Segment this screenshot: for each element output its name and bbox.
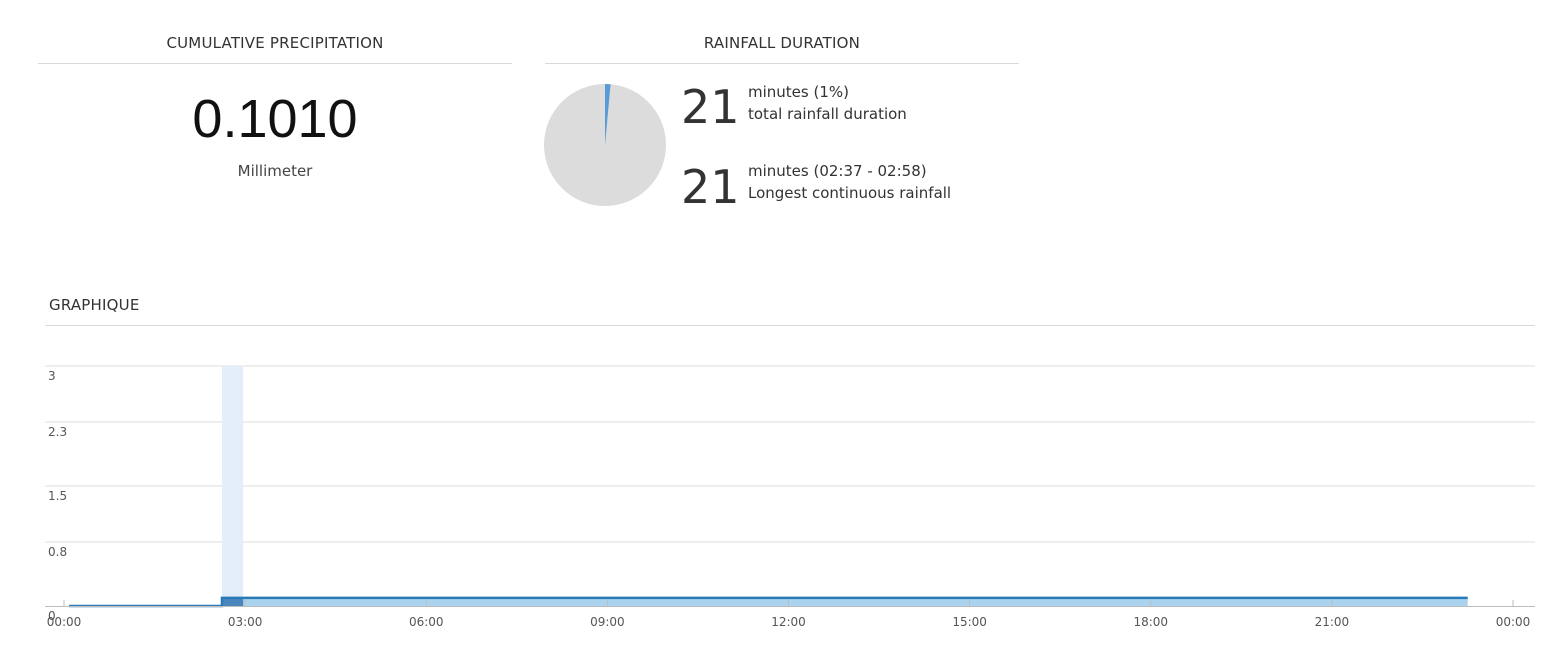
graph-title: GRAPHIQUE bbox=[49, 296, 140, 314]
longest-rainfall-label: Longest continuous rainfall bbox=[748, 184, 952, 202]
series-area bbox=[69, 597, 1468, 606]
chart-x-axis: 00:00 03:00 06:00 09:00 12:00 15:00 18:00 21:00… bbox=[45, 600, 1535, 629]
x-tick-label: 03:00 bbox=[228, 615, 263, 629]
total-duration-number: 21 bbox=[681, 80, 740, 134]
graph-divider bbox=[45, 325, 1535, 326]
precipitation-chart: 00:00 03:00 06:00 09:00 12:00 15:00 18:00 21:00… bbox=[45, 365, 1535, 629]
y-tick-label: 1.5 bbox=[48, 489, 67, 503]
chart-y-axis: 0 0.8 1.5 2.3 3 bbox=[48, 369, 67, 623]
x-tick-label: 00:00 bbox=[1496, 615, 1531, 629]
pie-slice-rain bbox=[605, 84, 611, 145]
x-tick-label: 12:00 bbox=[771, 615, 806, 629]
longest-rainfall-number: 21 bbox=[681, 160, 740, 214]
rainfall-duration-divider bbox=[545, 63, 1019, 64]
precipitation-divider bbox=[38, 63, 512, 64]
y-tick-label: 0.8 bbox=[48, 545, 67, 559]
rainfall-duration-pie bbox=[544, 84, 666, 206]
longest-rainfall-minutes: minutes (02:37 - 02:58) bbox=[748, 162, 927, 180]
x-tick-label: 21:00 bbox=[1315, 615, 1350, 629]
rainfall-duration-title: RAINFALL DURATION bbox=[703, 34, 861, 52]
x-tick-label: 00:00 bbox=[47, 615, 82, 629]
precipitation-title: CUMULATIVE PRECIPITATION bbox=[166, 34, 384, 52]
y-tick-label: 2.3 bbox=[48, 425, 67, 439]
y-tick-label: 0 bbox=[48, 609, 56, 623]
chart-grid bbox=[45, 365, 1535, 543]
x-tick-label: 18:00 bbox=[1133, 615, 1168, 629]
precipitation-unit: Millimeter bbox=[237, 162, 313, 180]
total-duration-minutes: minutes (1%) bbox=[748, 83, 849, 101]
x-tick-label: 09:00 bbox=[590, 615, 625, 629]
chart-series-layer bbox=[69, 596, 1468, 608]
total-duration-label: total rainfall duration bbox=[748, 105, 907, 123]
x-tick-label: 06:00 bbox=[409, 615, 444, 629]
chart-highlight-layer bbox=[221, 366, 244, 606]
rain-period-highlight bbox=[221, 366, 244, 606]
precipitation-value: 0.1010 bbox=[192, 89, 358, 149]
series-highlight-step bbox=[221, 597, 244, 606]
y-tick-label: 3 bbox=[48, 369, 56, 383]
x-tick-label: 15:00 bbox=[952, 615, 987, 629]
